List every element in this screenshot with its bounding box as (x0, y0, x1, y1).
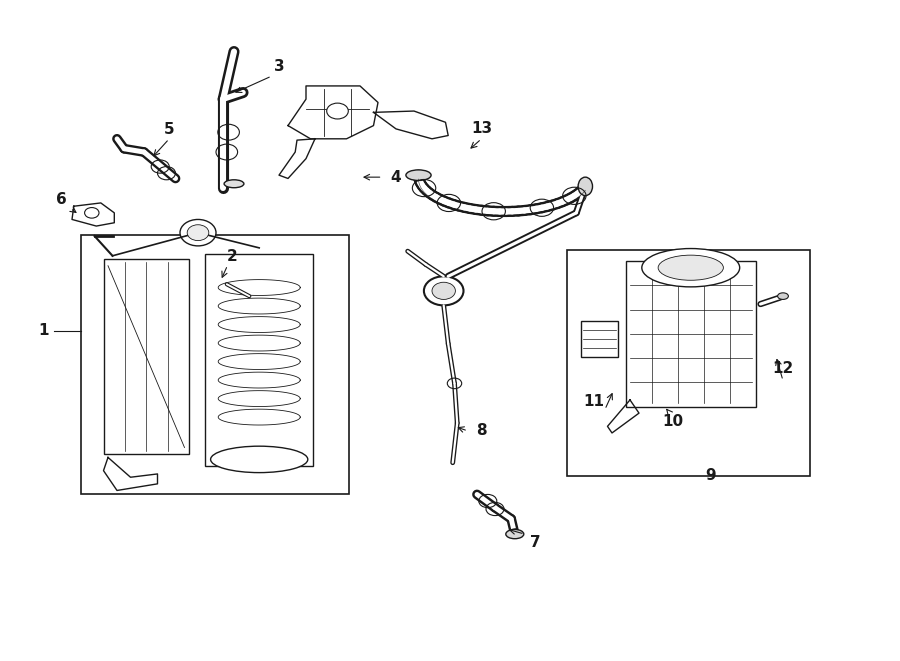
Text: 5: 5 (164, 122, 175, 137)
Text: 9: 9 (706, 469, 716, 483)
Ellipse shape (224, 180, 244, 188)
Ellipse shape (578, 177, 592, 196)
Text: 10: 10 (662, 414, 684, 429)
Circle shape (432, 282, 455, 299)
Polygon shape (279, 139, 315, 178)
Ellipse shape (642, 249, 740, 287)
Circle shape (327, 103, 348, 119)
Circle shape (85, 208, 99, 218)
Polygon shape (288, 86, 378, 139)
Polygon shape (72, 203, 114, 226)
Text: 2: 2 (227, 249, 238, 264)
Polygon shape (374, 111, 448, 139)
Text: 3: 3 (274, 59, 284, 73)
Bar (567, 250, 810, 476)
Ellipse shape (406, 170, 431, 180)
Circle shape (180, 219, 216, 246)
Circle shape (424, 276, 464, 305)
Text: 8: 8 (476, 424, 487, 438)
Text: 6: 6 (56, 192, 67, 207)
Bar (104, 259, 189, 454)
Bar (81, 235, 349, 494)
Circle shape (187, 225, 209, 241)
Text: 7: 7 (530, 535, 541, 549)
Text: 13: 13 (471, 122, 492, 136)
Ellipse shape (506, 529, 524, 539)
Text: 11: 11 (583, 395, 605, 409)
Ellipse shape (211, 446, 308, 473)
Text: 4: 4 (391, 170, 401, 184)
Text: 12: 12 (772, 362, 794, 376)
Bar (626, 261, 756, 407)
Ellipse shape (658, 255, 724, 280)
Bar (205, 254, 313, 466)
Ellipse shape (778, 293, 788, 299)
Text: 1: 1 (38, 323, 49, 338)
Bar (580, 321, 618, 357)
